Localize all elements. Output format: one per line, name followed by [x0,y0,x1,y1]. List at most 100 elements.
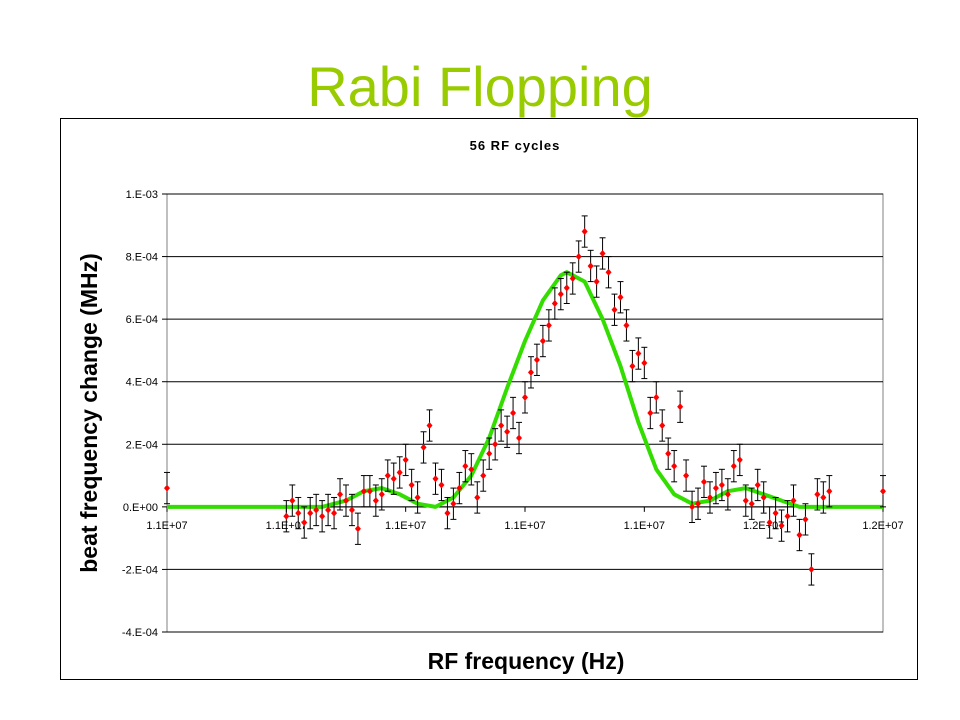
data-point [748,500,755,508]
data-point [384,472,391,480]
data-point [408,481,415,489]
data-point [802,515,809,523]
chart-title: 56 RF cycles [470,138,561,153]
data-point [808,565,815,573]
data-point [880,487,886,495]
data-point [754,481,761,489]
data-point [587,262,594,270]
data-point [474,493,481,501]
data-point [396,468,403,476]
data-point [593,278,600,286]
data-point [665,450,672,458]
y-tick-label: 4.E-04 [126,377,158,389]
data-point [462,462,469,470]
data-point [629,362,636,370]
data-point [641,359,648,367]
x-tick-label: 1.2E+07 [743,520,784,532]
y-tick-label: 0.E+00 [123,502,158,514]
data-point [480,472,487,480]
data-point [492,440,499,448]
y-tick-label: -4.E-04 [122,627,158,639]
data-point [331,509,338,517]
data-point [450,500,457,508]
data-point [301,519,308,526]
data-point [814,490,821,498]
y-tick-label: 6.E-04 [126,314,158,326]
y-tick-label: 2.E-04 [126,439,158,451]
data-point [772,509,779,517]
data-point [295,509,302,517]
data-point [164,484,170,492]
y-tick-label: 8.E-04 [126,252,158,264]
y-tick-label: 1.E-03 [126,189,158,201]
data-point [343,497,349,505]
x-tick-label: 1.2E+07 [862,520,903,532]
data-point [390,475,397,483]
data-point [653,393,660,401]
data-point [712,484,719,492]
data-point [796,531,803,539]
data-point [706,493,713,501]
data-point [736,456,743,464]
data-point [468,465,475,473]
data-point [486,450,493,458]
data-point [820,493,827,501]
data-point [426,422,433,430]
data-point [575,253,582,261]
x-tick-label: 1.1E+07 [504,520,545,532]
data-point [510,409,517,417]
data-point [730,462,737,470]
data-point [527,368,534,376]
data-point [742,497,749,505]
data-point [348,506,355,514]
data-point [760,493,767,501]
data-point [498,422,505,430]
data-point [420,443,427,451]
data-point [438,481,445,489]
data-point [671,462,678,470]
data-point [414,493,421,501]
data-point [337,490,344,498]
data-point [533,356,540,364]
data-point [539,337,546,345]
data-point [826,487,833,495]
data-point [551,300,558,307]
data-point [283,512,290,520]
data-point [354,525,361,533]
x-axis-title: RF frequency (Hz) [428,648,625,674]
y-tick-label: -2.E-04 [122,564,158,576]
data-point [695,500,702,508]
data-point [456,484,463,492]
data-point [307,509,314,517]
data-point [599,249,606,257]
y-axis-title: beat frequency change (MHz) [76,253,102,573]
data-point [724,490,731,498]
data-point [557,290,564,298]
data-point [617,293,624,301]
data-point [790,497,797,505]
rabi-chart: -4.E-04 -2.E-04 0.E+00 2.E-04 4.E-04 6.E-04 8.… [76,138,904,674]
data-point [522,393,528,401]
data-point [319,512,326,520]
data-point [718,481,725,489]
data-point [360,487,367,495]
data-point [313,506,320,514]
data-point [677,403,684,411]
data-point [683,472,690,480]
data-point [581,228,588,236]
data-point [516,434,523,442]
data-point [647,409,654,417]
data-point [366,487,373,495]
data-point [378,490,385,498]
data-point [778,522,785,530]
data-point [701,478,707,486]
data-point [605,268,612,276]
data-point [569,274,576,282]
data-point [504,428,511,436]
data-point [611,306,618,314]
x-tick-label: 1.1E+07 [385,520,426,532]
data-point [635,350,642,358]
slide-title: Rabi Flopping [307,55,653,118]
data-point [372,497,379,505]
data-point [623,321,630,329]
